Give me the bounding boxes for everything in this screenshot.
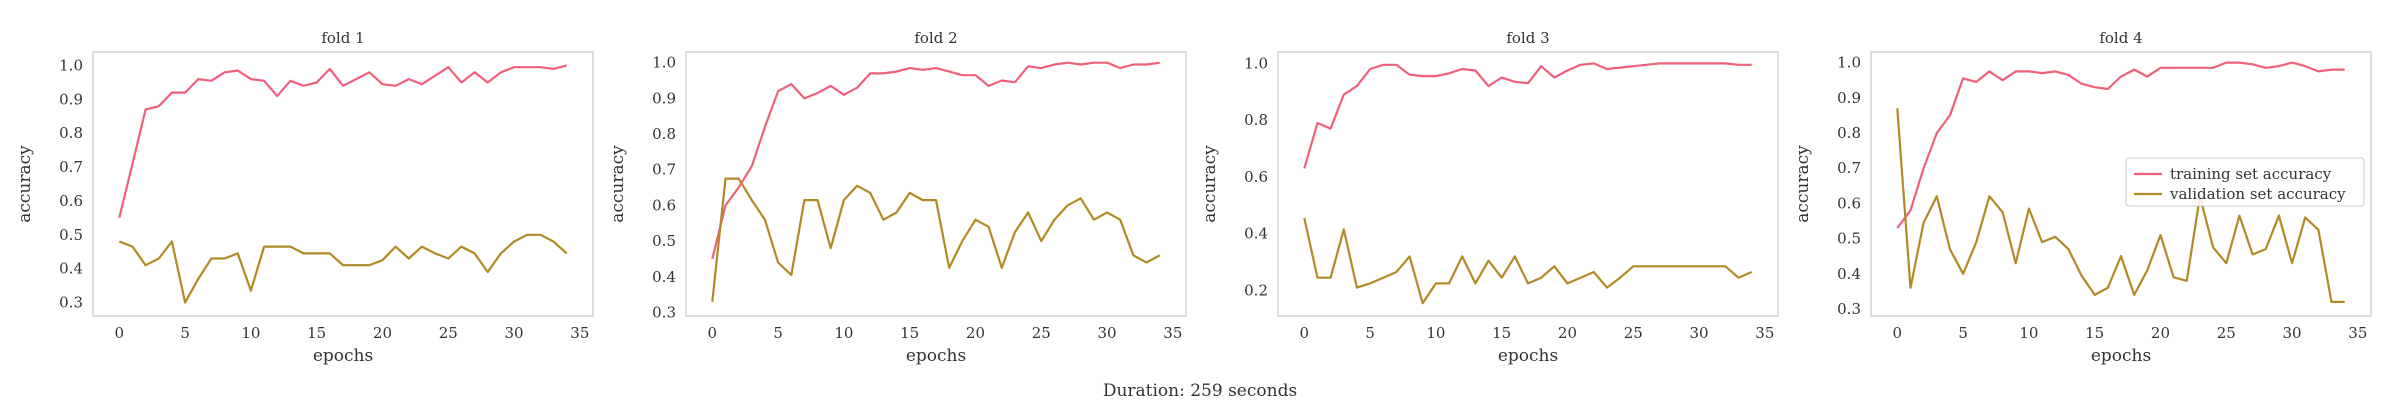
y-tick-label: 0.9 (652, 89, 676, 107)
y-tick-label: 0.6 (1837, 194, 1861, 212)
y-tick-label: 0.9 (1837, 89, 1861, 107)
validation-accuracy-line (711, 177, 1161, 302)
y-axis-label: accuracy (1793, 145, 1813, 223)
panel-title: fold 3 (1506, 29, 1549, 47)
y-tick-label: 0.9 (59, 90, 83, 108)
y-tick-label: 0.6 (59, 192, 83, 210)
x-tick-label: 10 (834, 324, 853, 342)
y-tick-label: 0.5 (652, 232, 676, 250)
x-tick-label: 35 (1755, 324, 1774, 342)
validation-accuracy-line (1896, 108, 2345, 303)
plot-frame (1277, 51, 1779, 317)
x-tick-label: 30 (1690, 324, 1709, 342)
panel-title: fold 4 (2099, 29, 2142, 47)
legend-label-training: training set accuracy (2170, 165, 2332, 183)
training-accuracy-line (711, 61, 1160, 260)
x-tick-label: 15 (307, 324, 326, 342)
x-tick-label: 25 (1032, 324, 1051, 342)
x-tick-label: 0 (1893, 324, 1903, 342)
y-tick-label: 1.0 (652, 54, 676, 72)
training-accuracy-line (118, 64, 567, 219)
y-tick-label: 0.5 (59, 226, 83, 244)
x-tick-label: 30 (505, 324, 524, 342)
y-tick-label: 1.0 (1244, 54, 1268, 72)
training-accuracy-line (1303, 62, 1752, 169)
legend: training set accuracy validation set accu… (2125, 157, 2365, 207)
x-axis-label: epochs (1498, 346, 1558, 366)
x-tick-label: 15 (900, 324, 919, 342)
x-tick-label: 20 (373, 324, 392, 342)
x-tick-label: 35 (1163, 324, 1182, 342)
y-tick-label: 0.4 (1837, 265, 1861, 283)
chart-panel-1: fold 1 0 5 10 15 20 25 30 35 0.3 0.4 0.5 0.6 0.7 0.8 0.… (15, 29, 594, 366)
y-tick-label: 0.3 (59, 293, 83, 311)
x-axis-label: epochs (906, 346, 966, 366)
x-tick-label: 35 (2348, 324, 2367, 342)
x-tick-label: 25 (1624, 324, 1643, 342)
x-tick-label: 20 (1558, 324, 1577, 342)
y-tick-label: 0.6 (1244, 168, 1268, 186)
x-tick-label: 10 (1426, 324, 1445, 342)
duration-label: Duration: 259 seconds (1103, 381, 1297, 400)
y-axis-label: accuracy (15, 145, 35, 223)
panel-title: fold 1 (321, 29, 364, 47)
y-tick-label: 0.7 (59, 158, 83, 176)
y-tick-label: 0.4 (652, 268, 676, 286)
x-tick-label: 30 (2283, 324, 2302, 342)
chart-panel-2: fold 2 0 5 10 15 20 25 30 35 0.3 0.4 0.5 0.6 0.7 0.8 0.… (608, 29, 1187, 366)
y-tick-label: 0.8 (652, 125, 676, 143)
x-tick-label: 5 (773, 324, 783, 342)
x-tick-label: 25 (2217, 324, 2236, 342)
y-tick-label: 1.0 (1837, 54, 1861, 72)
y-tick-label: 0.3 (1837, 300, 1861, 318)
x-tick-label: 15 (2085, 324, 2104, 342)
x-tick-label: 0 (115, 324, 125, 342)
chart-panel-3: fold 3 0 5 10 15 20 25 30 35 0.2 0.4 0.6 0.8 1.0 epoch… (1200, 29, 1779, 366)
y-tick-label: 0.5 (1837, 230, 1861, 248)
validation-accuracy-line (1303, 217, 1753, 305)
y-tick-label: 0.4 (1244, 225, 1268, 243)
validation-accuracy-line (118, 233, 568, 304)
x-axis-label: epochs (2091, 346, 2151, 366)
legend-box (2125, 157, 2365, 207)
plot-frame (685, 51, 1187, 317)
x-tick-label: 30 (1098, 324, 1117, 342)
x-tick-label: 20 (2151, 324, 2170, 342)
chart-panel-4: fold 4 0 5 10 15 20 25 30 35 0.3 0.4 0.5 0.6 0.7 0.8 0.… (1793, 29, 2372, 366)
x-tick-label: 0 (708, 324, 718, 342)
y-tick-label: 0.8 (59, 124, 83, 142)
y-tick-label: 0.8 (1837, 124, 1861, 142)
x-tick-label: 15 (1492, 324, 1511, 342)
legend-label-validation: validation set accuracy (2169, 185, 2346, 203)
x-tick-label: 5 (1365, 324, 1375, 342)
plot-frame (1870, 51, 2372, 317)
panel-title: fold 2 (914, 29, 957, 47)
y-tick-label: 0.7 (1837, 159, 1861, 177)
y-tick-label: 1.0 (59, 57, 83, 75)
y-tick-label: 0.6 (652, 196, 676, 214)
x-tick-label: 5 (180, 324, 190, 342)
x-axis-label: epochs (313, 346, 373, 366)
x-tick-label: 35 (570, 324, 589, 342)
y-tick-label: 0.8 (1244, 111, 1268, 129)
y-axis-label: accuracy (1200, 145, 1220, 223)
x-tick-label: 5 (1958, 324, 1968, 342)
x-tick-label: 10 (2019, 324, 2038, 342)
y-tick-label: 0.3 (652, 303, 676, 321)
x-tick-label: 20 (966, 324, 985, 342)
plot-frame (92, 51, 594, 317)
y-tick-label: 0.4 (59, 260, 83, 278)
training-accuracy-line (1896, 61, 2345, 229)
x-tick-label: 0 (1300, 324, 1310, 342)
x-tick-label: 25 (439, 324, 458, 342)
y-axis-label: accuracy (608, 145, 628, 223)
y-tick-label: 0.7 (652, 161, 676, 179)
x-tick-label: 10 (241, 324, 260, 342)
y-tick-label: 0.2 (1244, 281, 1268, 299)
